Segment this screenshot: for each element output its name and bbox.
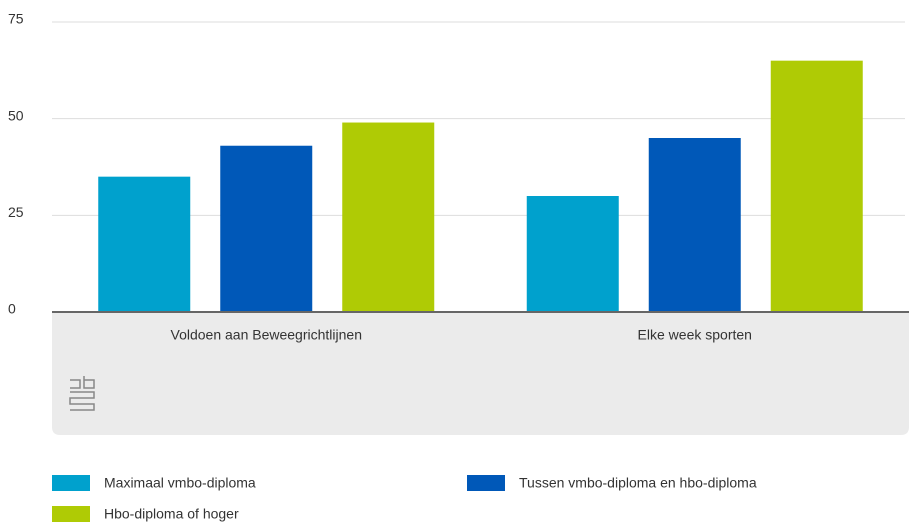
bar xyxy=(648,138,741,312)
y-tick-label: 0 xyxy=(8,301,16,317)
bar xyxy=(342,122,435,313)
legend-label: Tussen vmbo-diploma en hbo-diploma xyxy=(519,475,757,491)
y-tick-label: 75 xyxy=(8,11,24,27)
cbs-logo xyxy=(69,376,95,411)
x-tick-label: Elke week sporten xyxy=(638,327,752,343)
legend-swatch xyxy=(467,475,505,491)
legend-label: Hbo-diploma of hoger xyxy=(104,506,239,522)
bar xyxy=(98,176,191,312)
category-band xyxy=(52,312,909,435)
legend-swatch xyxy=(52,475,90,491)
y-tick-label: 50 xyxy=(8,107,24,123)
bar xyxy=(220,145,313,312)
bar xyxy=(770,60,863,312)
legend-swatch xyxy=(52,506,90,522)
legend-label: Maximaal vmbo-diploma xyxy=(104,475,256,491)
x-tick-label: Voldoen aan Beweegrichtlijnen xyxy=(171,327,362,343)
y-tick-label: 25 xyxy=(8,204,24,220)
bar xyxy=(526,196,619,312)
